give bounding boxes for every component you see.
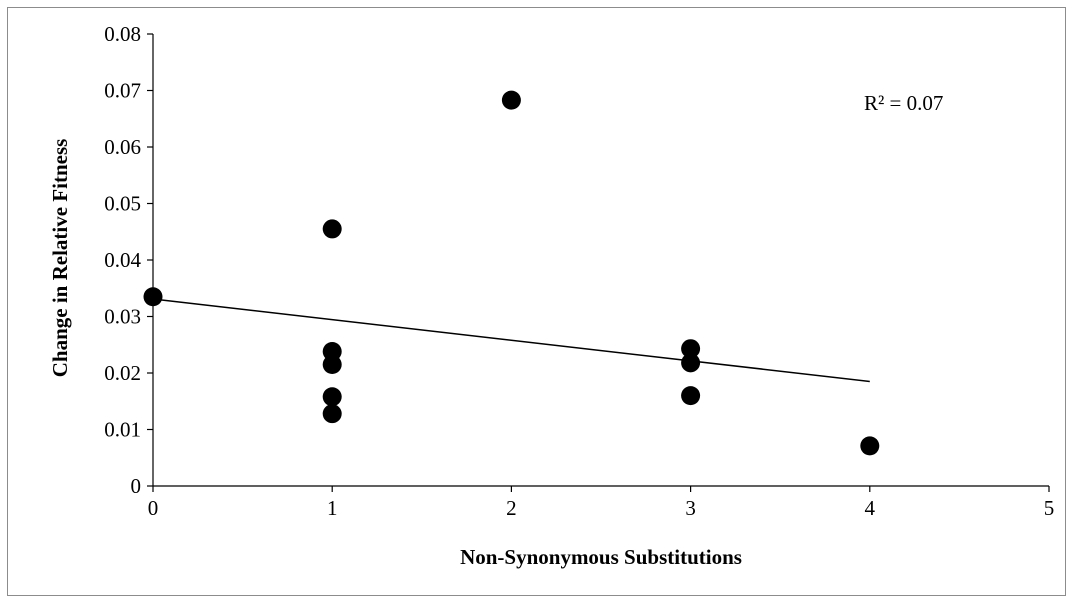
y-axis-title: Change in Relative Fitness xyxy=(48,139,72,378)
x-axis-title: Non-Synonymous Substitutions xyxy=(460,545,742,569)
x-tick-label: 4 xyxy=(865,496,876,520)
y-tick-label: 0.02 xyxy=(104,361,141,385)
y-tick-label: 0.06 xyxy=(104,135,141,159)
x-tick-label: 5 xyxy=(1044,496,1055,520)
data-point xyxy=(860,436,880,456)
y-tick-label: 0.07 xyxy=(104,79,141,103)
y-tick-label: 0 xyxy=(131,474,142,498)
data-points xyxy=(143,90,880,456)
data-point xyxy=(681,353,701,373)
x-tick-label: 0 xyxy=(148,496,159,520)
data-point xyxy=(322,404,342,424)
x-tick-label: 2 xyxy=(506,496,517,520)
y-tick-label: 0.04 xyxy=(104,248,141,272)
data-point xyxy=(322,219,342,239)
tick-labels: 0 1 2 3 4 5 0 0.01 0.02 0.03 0.04 0.05 0.06 0.07 0.08 xyxy=(104,22,1054,520)
y-tick-label: 0.03 xyxy=(104,305,141,329)
y-tick-label: 0.01 xyxy=(104,418,141,442)
y-tick-label: 0.05 xyxy=(104,192,141,216)
r-squared-annotation: R² = 0.07 xyxy=(864,91,943,115)
data-point xyxy=(322,387,342,407)
trendline xyxy=(152,298,870,383)
data-point xyxy=(143,287,163,307)
data-point xyxy=(681,339,701,359)
x-tick-label: 1 xyxy=(327,496,338,520)
axes xyxy=(147,33,1050,492)
chart-area xyxy=(7,7,1066,596)
x-tick-label: 3 xyxy=(685,496,696,520)
data-point xyxy=(322,342,342,362)
data-point xyxy=(501,90,521,110)
data-point xyxy=(681,386,701,406)
y-tick-label: 0.08 xyxy=(104,22,141,46)
data-point xyxy=(322,355,342,375)
